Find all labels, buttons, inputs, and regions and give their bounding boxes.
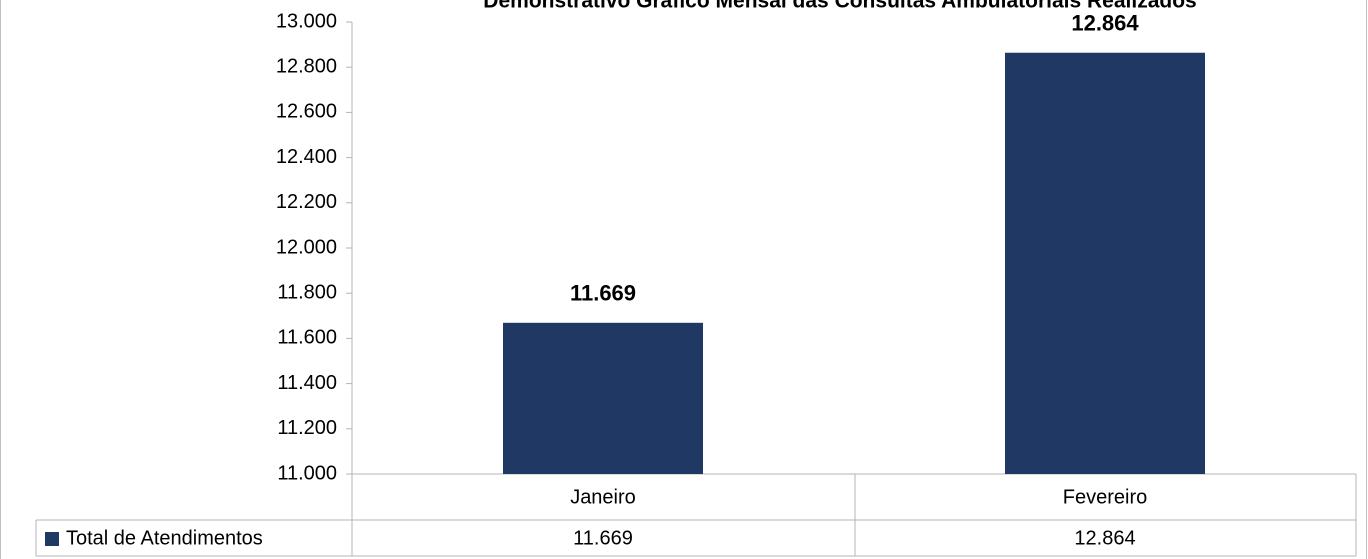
legend-swatch <box>45 532 59 546</box>
y-tick-label: 12.200 <box>276 191 337 213</box>
y-tick-label: 12.800 <box>276 55 337 77</box>
y-tick-label: 11.800 <box>277 281 337 303</box>
chart-title: Demonstrativo Gráfico Mensal das Consult… <box>483 0 1196 13</box>
x-tick-label: Janeiro <box>570 486 636 508</box>
bar <box>1005 52 1205 475</box>
data-label: 12.864 <box>1071 11 1139 36</box>
y-tick-label: 11.400 <box>277 372 337 394</box>
table-value: 12.864 <box>1074 527 1135 549</box>
y-tick-label: 12.000 <box>276 236 337 258</box>
table-value: 11.669 <box>573 527 633 549</box>
legend-label: Total de Atendimentos <box>66 527 263 549</box>
y-tick-label: 11.000 <box>277 462 337 484</box>
y-tick-label: 11.600 <box>277 327 337 349</box>
x-tick-label: Fevereiro <box>1063 486 1147 508</box>
y-tick-label: 12.600 <box>276 101 337 123</box>
y-tick-label: 11.200 <box>277 417 337 439</box>
data-label: 11.669 <box>570 281 636 306</box>
y-tick-label: 13.000 <box>276 10 337 32</box>
y-tick-label: 12.400 <box>276 146 337 168</box>
bar <box>503 322 703 474</box>
